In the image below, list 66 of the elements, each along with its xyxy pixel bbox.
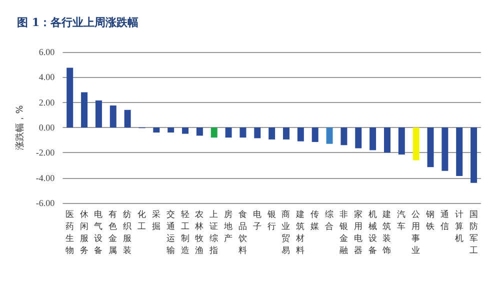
y-tick-label: -6.00 [36,198,56,208]
x-tick-label: 综合 [325,209,334,232]
bar [110,105,116,128]
bar [283,128,290,140]
bar [240,128,246,138]
x-tick-label: 钢铁 [425,209,436,232]
bar [442,128,448,171]
x-tick-label: 汽车 [397,209,406,232]
x-tick-label: 传媒 [310,209,320,232]
x-tick-label: 电子 [252,209,262,232]
x-tick-label: 银行 [266,209,276,232]
x-tick-label: 建筑材料 [295,209,306,256]
x-tick-label: 医药生物 [65,209,74,256]
bar [456,128,463,176]
x-tick-label: 机械设备 [368,209,378,256]
bar [268,128,276,140]
bar [312,128,318,142]
x-tick-label: 农林牧渔 [194,209,204,256]
bar [81,92,88,128]
x-tick-label: 采掘 [152,209,161,232]
bar [427,128,434,168]
bar [168,128,174,133]
y-tick-label: 6.00 [38,47,56,57]
bar [326,128,333,144]
x-tick-label: 化工 [137,209,146,232]
x-tick-label: 通信 [440,209,450,232]
y-tick-label: -4.00 [36,172,56,183]
bar [297,128,304,142]
y-tick-label: 4.00 [38,72,56,82]
chart-title: 图 1：各行业上周涨跌幅 [17,16,138,29]
x-tick-label: 轻工制造 [180,209,190,256]
bar [412,128,420,160]
x-tick-label: 电气设备 [94,209,104,256]
x-tick-label: 公用事业 [412,209,421,256]
bar [355,128,362,148]
x-tick-label: 有色金属 [108,209,118,256]
x-tick-label: 建筑装饰 [382,209,392,256]
bar [210,128,218,138]
y-tick-label: -2.00 [36,148,56,158]
x-tick-label: 食品饮料 [237,209,248,256]
bar [196,128,203,136]
x-tick-label: 国防军工 [469,210,478,256]
x-tick-label: 商业贸易 [282,209,291,256]
x-tick-label: 休闲服务 [80,209,89,256]
y-tick-label: 2.00 [38,97,56,108]
bar [66,68,74,128]
bar [398,128,405,155]
bar [340,128,348,146]
bar [254,128,261,138]
bar [370,128,376,150]
bar [182,128,189,134]
bar [225,128,232,138]
y-tick-label: 0.00 [38,122,56,132]
bar [124,110,131,128]
x-tick-label: 纺织服装 [123,209,132,256]
x-tick-label: 交通运输 [166,209,176,256]
bar [95,100,102,128]
x-tick-label: 非银金融 [338,209,348,256]
bar [384,128,390,153]
bar [470,128,478,183]
bar [153,128,160,133]
x-tick-label: 上证综指 [208,209,219,256]
x-tick-label: 计算机 [454,209,464,244]
x-tick-label: 房地产 [223,209,234,244]
x-tick-label: 家用电器 [354,209,363,256]
y-axis-title: 涨跌幅，% [14,104,26,150]
